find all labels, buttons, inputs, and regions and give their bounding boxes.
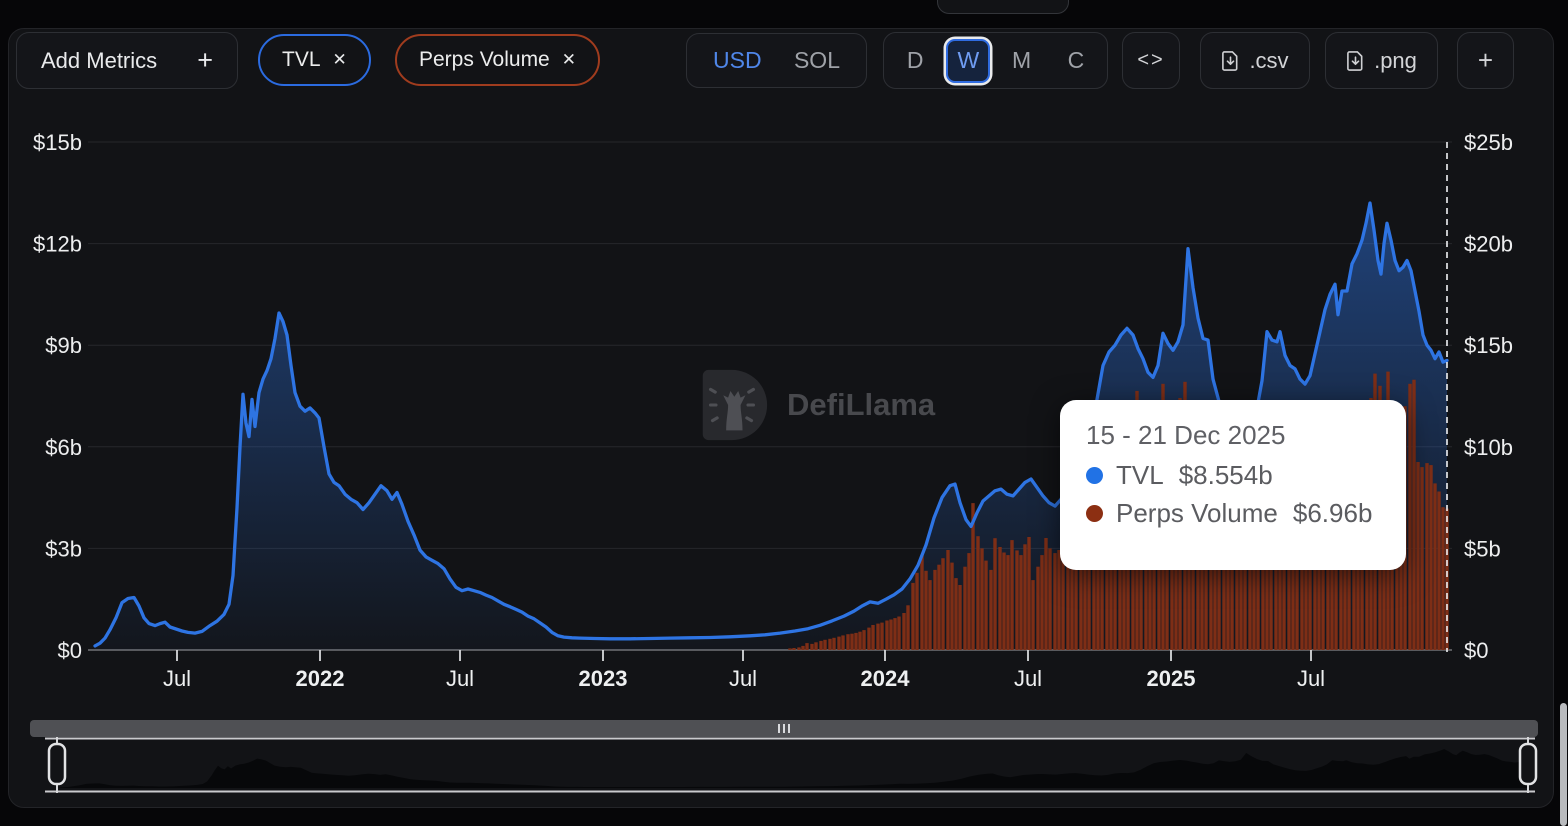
currency-option-usd[interactable]: USD [713,47,762,73]
download-icon [1222,50,1238,71]
code-icon: <> [1137,49,1165,71]
plus-icon: + [197,45,213,75]
x-axis-label: Jul [446,666,474,691]
tvl-line [93,201,1449,648]
download-icon [1347,50,1363,71]
y-axis-left-label: $9b [45,333,82,358]
currency-toggle: USD SOL [686,33,867,88]
watermark: DefiLlama [693,366,935,444]
metric-pill-perps-volume[interactable]: Perps Volume ✕ [395,34,600,86]
y-axis-right-label: $20b [1464,232,1513,257]
interval-option-w-selected[interactable]: W [946,38,991,83]
y-axis-right-label: $0 [1464,638,1488,663]
currency-option-sol[interactable]: SOL [793,47,840,73]
zoom-scrollbar[interactable] [30,720,1538,737]
perps-volume-dot-icon [1086,505,1103,522]
drag-grip-icon[interactable] [777,724,792,733]
tooltip-series-value: $6.96b [1292,498,1373,528]
brush-handle-left[interactable] [47,742,67,786]
csv-label: .csv [1249,47,1289,73]
tooltip-row-perps-volume: Perps Volume $6.96b [1086,498,1406,529]
close-icon[interactable]: ✕ [561,50,576,69]
y-axis-right-label: $10b [1464,435,1513,460]
chart-tooltip: 15 - 21 Dec 2025 TVL $8.554b Perps Volum… [1060,400,1406,570]
metric-pill-label: TVL [282,48,321,71]
interval-option-c[interactable]: C [1067,47,1085,73]
tooltip-row-tvl: TVL $8.554b [1086,460,1406,491]
add-panel-button[interactable]: + [1457,32,1514,89]
x-axis-label: 2023 [579,666,628,691]
y-axis-right-label: $5b [1464,536,1501,561]
close-icon[interactable]: ✕ [332,50,347,69]
metric-pill-label: Perps Volume [419,48,550,71]
page-scrollbar-thumb[interactable] [1560,703,1567,826]
y-axis-left-label: $12b [33,232,82,257]
interval-toggle: D W M C [883,32,1108,89]
interval-option-d[interactable]: D [906,47,924,73]
y-axis-left-label: $0 [58,638,82,663]
x-axis-label: Jul [1297,666,1325,691]
x-axis-label: Jul [163,666,191,691]
y-axis-left-label: $6b [45,435,82,460]
add-metrics-label: Add Metrics [41,47,158,73]
tooltip-series-label: Perps Volume [1116,498,1278,528]
y-axis-left-label: $3b [45,536,82,561]
add-metrics-button[interactable]: Add Metrics + [16,32,238,89]
interval-option-m[interactable]: M [1012,47,1032,73]
defillama-logo-icon [702,369,768,441]
watermark-text: DefiLlama [787,387,936,422]
tooltip-series-label: TVL [1116,460,1164,490]
brush-mini-chart [57,749,1528,788]
x-axis-label: Jul [1014,666,1042,691]
tooltip-date-range: 15 - 21 Dec 2025 [1086,420,1286,450]
x-axis-label: 2024 [861,666,911,691]
tvl-dot-icon [1086,467,1103,484]
embed-code-button[interactable]: <> [1122,32,1180,89]
download-png-button[interactable]: .png [1325,32,1438,89]
y-axis-right-label: $15b [1464,333,1513,358]
y-axis-left-label: $15b [33,130,82,155]
download-csv-button[interactable]: .csv [1200,32,1310,89]
png-label: .png [1374,47,1417,73]
y-axis-right-label: $25b [1464,130,1513,155]
x-axis-label: 2022 [296,666,345,691]
brush-handle-right[interactable] [1518,742,1538,786]
x-axis-label: Jul [729,666,757,691]
tooltip-series-value: $8.554b [1178,460,1273,490]
metric-pill-tvl[interactable]: TVL ✕ [258,34,371,86]
x-axis-label: 2025 [1147,666,1196,691]
plus-icon: + [1477,45,1494,75]
